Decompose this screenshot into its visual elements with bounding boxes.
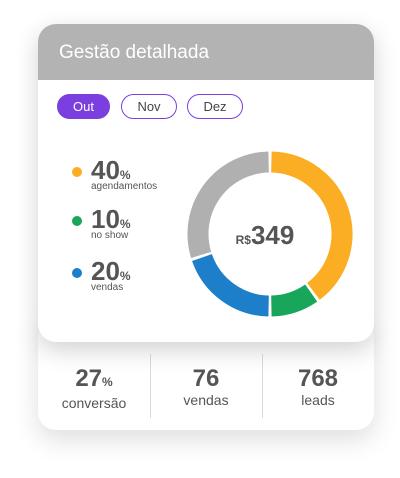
stat-conversion: 27% conversão [38, 366, 150, 412]
stat-conversion-number: 27% [38, 366, 150, 395]
currency-label: R$ [235, 233, 251, 247]
card-title: Gestão detalhada [59, 42, 210, 63]
stat-conversion-unit: % [102, 375, 113, 389]
stat-sales-value: 76 [192, 365, 220, 392]
stat-leads-number: 768 [262, 366, 374, 392]
legend-value: 10 [91, 204, 120, 234]
stat-divider [262, 354, 263, 418]
tab-out[interactable]: Out [57, 94, 110, 119]
stat-sales-label: vendas [183, 392, 229, 408]
legend-dot [72, 268, 82, 278]
stat-leads-value: 768 [297, 365, 339, 392]
card-header: Gestão detalhada [38, 24, 374, 80]
donut-segment-vendas [192, 253, 270, 317]
management-card: Gestão detalhada Out Nov Dez 40% agendam… [38, 24, 374, 342]
donut-segment-restante [187, 151, 270, 258]
legend-dot [72, 216, 82, 226]
stat-conversion-value: 27 [75, 365, 103, 392]
tab-dez[interactable]: Dez [187, 94, 243, 119]
legend-percent: 10% [91, 206, 131, 237]
total-value: 349 [250, 220, 295, 250]
donut-center-value: R$349 [215, 220, 315, 251]
donut-segment-no-show [270, 284, 318, 317]
legend-percent: 20% [91, 258, 131, 289]
stat-sales-number: 76 [150, 366, 262, 392]
legend-label: agendamentos [91, 181, 158, 192]
legend-value: 20 [91, 256, 120, 286]
legend-label: no show [91, 230, 129, 241]
stat-sales: 76 vendas [150, 366, 262, 409]
tab-nov[interactable]: Nov [121, 94, 177, 119]
stat-leads-label: leads [301, 392, 335, 408]
legend-dot [72, 167, 82, 177]
stat-divider [150, 354, 151, 418]
stat-conversion-label: conversão [61, 395, 127, 411]
donut-chart [187, 151, 353, 317]
legend-label: vendas [91, 282, 124, 293]
donut-segment-agendamentos [270, 151, 353, 300]
legend-percent: 40% [91, 157, 131, 188]
legend-value: 40 [91, 155, 120, 185]
legend-unit: % [119, 269, 131, 283]
legend-unit: % [119, 168, 131, 182]
stat-leads: 768 leads [262, 366, 374, 409]
legend-unit: % [119, 217, 131, 231]
